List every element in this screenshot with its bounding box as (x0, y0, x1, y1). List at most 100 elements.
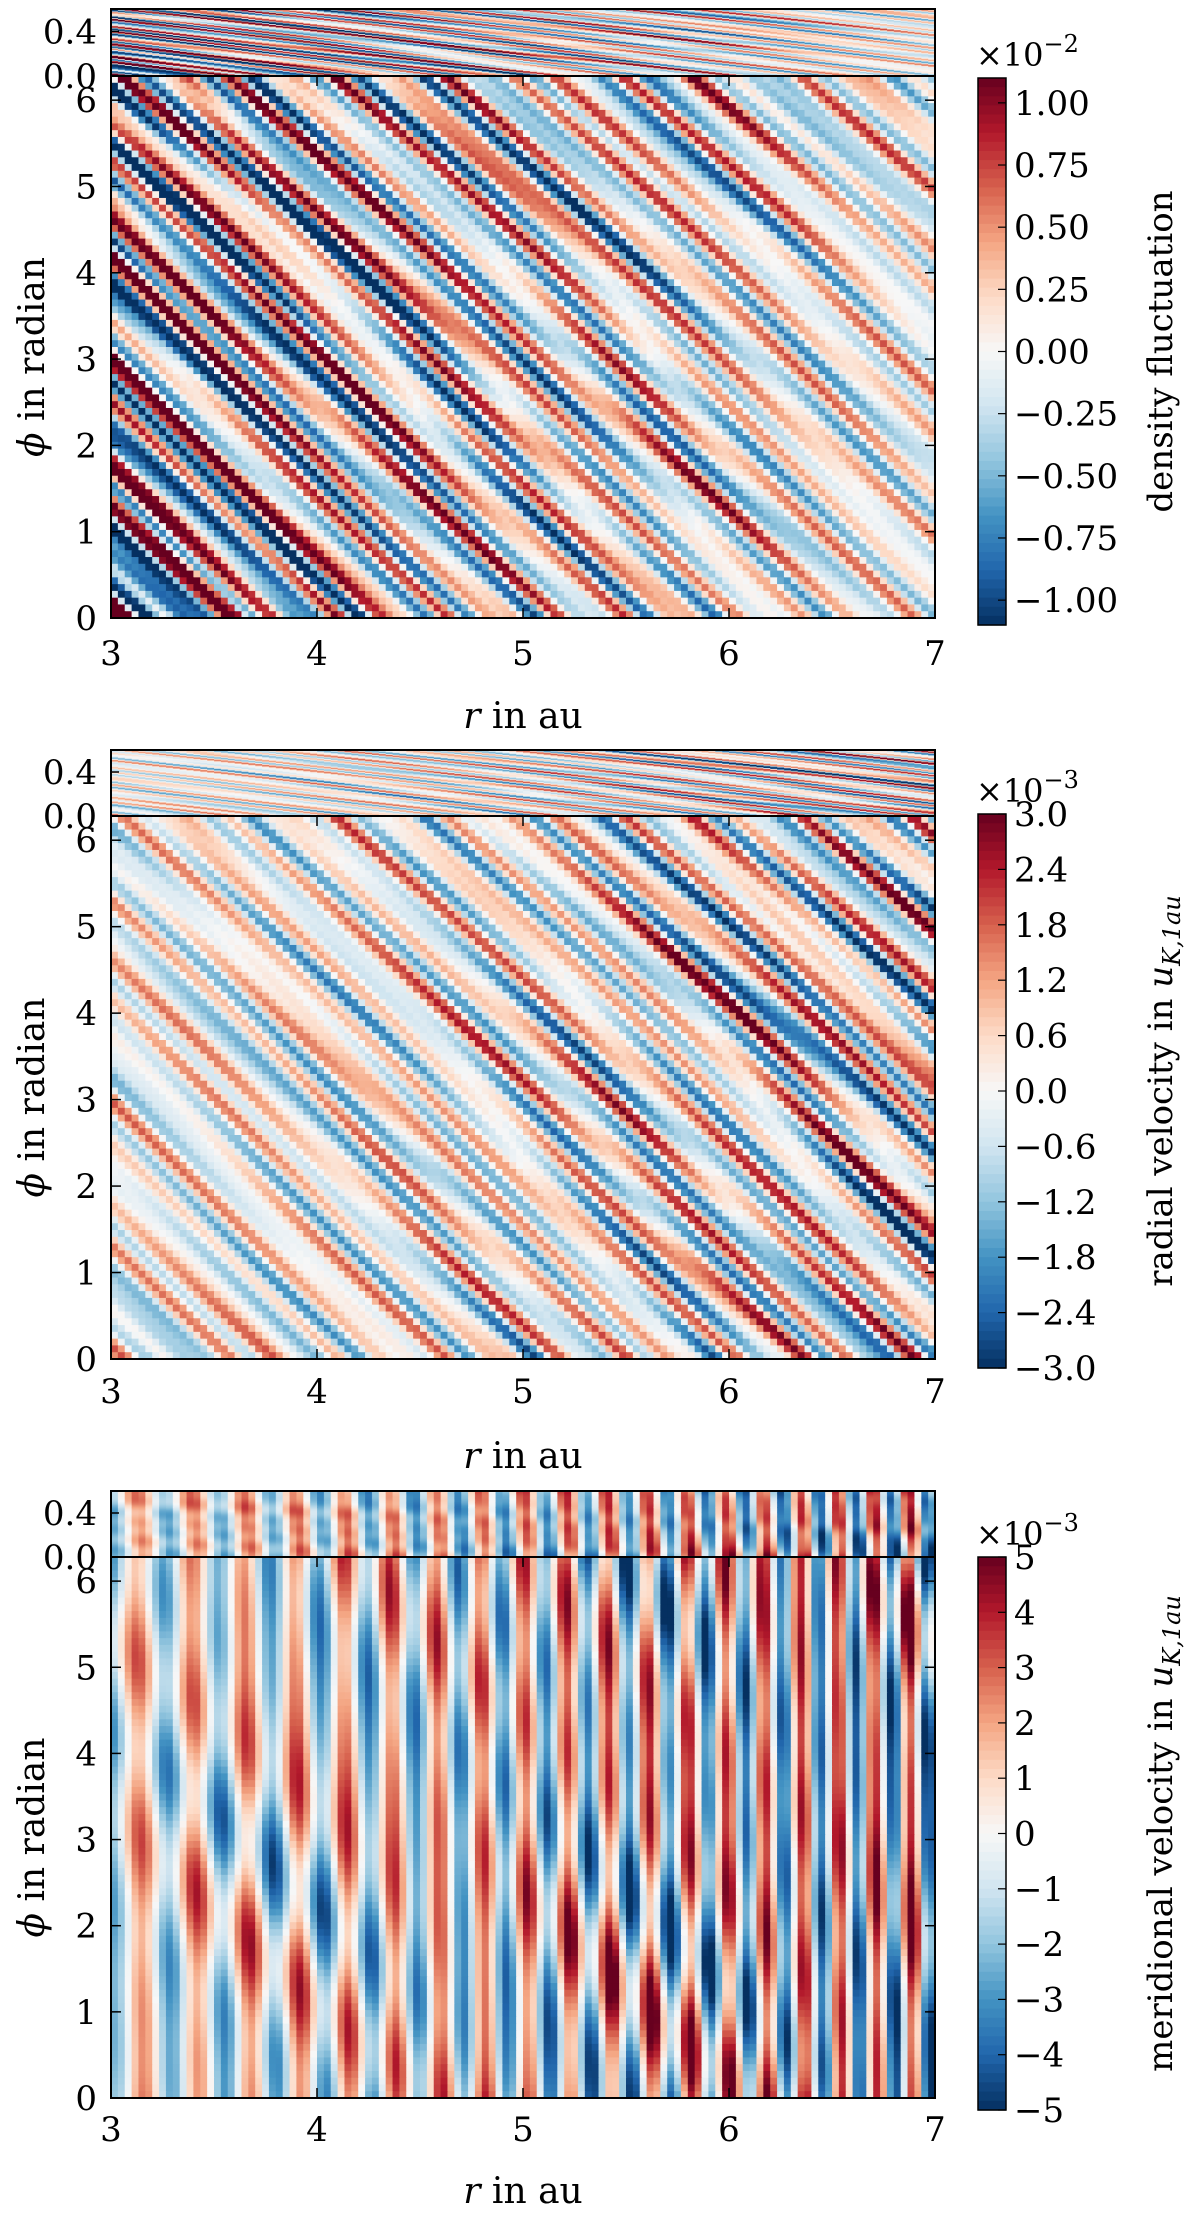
colorbar-label: radial velocity in uK,1au (1141, 895, 1186, 1286)
colorbar-tick-label: 2 (1014, 1704, 1036, 1744)
colorbar-multiplier: ×10−3 (976, 1509, 1079, 1553)
top-y-tick-label: 0.4 (43, 753, 97, 793)
colorbar-tick-label: −1.2 (1014, 1183, 1097, 1223)
y-label-rest: in radian (12, 257, 53, 432)
x-label-var: r (463, 696, 482, 737)
y-tick-label: 5 (75, 1648, 97, 1688)
x-tick-label: 3 (100, 634, 122, 674)
colorbar-tick-label: 1.00 (1014, 84, 1090, 124)
y-tick-label: 2 (75, 1167, 97, 1207)
top-y-tick-label: 0.0 (43, 57, 97, 97)
colorbar-label-sub: K,1au (1158, 1595, 1186, 1667)
y-tick-label: 0 (75, 2079, 97, 2119)
y-tick-label: 0 (75, 599, 97, 639)
colorbar-tick-label: 2.4 (1014, 850, 1068, 890)
y-tick-label: 6 (75, 1562, 97, 1602)
multiplier-base: ×10 (976, 772, 1044, 810)
colorbar-label-var: u (1141, 1666, 1181, 1688)
colorbar-tick-label: −1 (1014, 1870, 1064, 1910)
top-heatmap (111, 750, 935, 816)
colorbar-multiplier: ×10−3 (976, 766, 1079, 810)
x-tick-label: 7 (924, 2110, 946, 2150)
colorbar-tick-label: −0.6 (1014, 1127, 1097, 1167)
x-label-rest: in au (480, 696, 582, 737)
colorbar-tick-label: −5 (1014, 2091, 1064, 2131)
y-tick-label: 4 (75, 1734, 97, 1774)
y-tick-label: 1 (75, 1254, 97, 1294)
multiplier-exponent: −3 (1044, 1509, 1079, 1537)
colorbar-tick-label: 0.0 (1014, 1072, 1068, 1112)
colorbar-tick-label: −2.4 (1014, 1294, 1097, 1334)
y-label-var: ϕ (12, 1173, 53, 1198)
colorbar-label-var: u (1141, 966, 1181, 988)
y-label-rest: in radian (12, 1737, 53, 1912)
y-tick-label: 3 (75, 1821, 97, 1861)
y-tick-label: 6 (75, 81, 97, 121)
colorbar-label-text: meridional velocity in (1141, 1688, 1181, 2072)
colorbar-label-sub: K,1au (1158, 895, 1186, 967)
colorbar-tick-label: 0.50 (1014, 208, 1090, 248)
x-label-rest: in au (480, 2171, 582, 2212)
x-tick-label: 5 (512, 1372, 534, 1412)
y-label-rest: in radian (12, 997, 53, 1172)
x-tick-label: 5 (512, 634, 534, 674)
y-tick-label: 1 (75, 1993, 97, 2033)
colorbar-tick-label: 3.0 (1014, 795, 1068, 835)
x-tick-label: 3 (100, 2110, 122, 2150)
y-tick-label: 5 (75, 908, 97, 948)
x-tick-label: 6 (718, 1372, 740, 1412)
main-heatmap (111, 816, 935, 1359)
x-tick-label: 5 (512, 2110, 534, 2150)
colorbar-tick-label: −0.25 (1014, 395, 1118, 435)
colorbar-label: meridional velocity in uK,1au (1141, 1595, 1186, 2072)
y-axis-label: ϕ in radian (12, 997, 53, 1197)
colorbar-label: density fluctuation (1141, 190, 1181, 512)
y-tick-label: 2 (75, 1907, 97, 1947)
colorbar: 1.00 0.75 0.50 0.25 0.00 −0.25 −0.50 −0.75 −1.00… (976, 30, 1181, 626)
y-tick-label: 0 (75, 1340, 97, 1380)
x-tick-label: 4 (306, 1372, 328, 1412)
x-axis-label: r in au (463, 1436, 582, 1477)
colorbar-multiplier: ×10−2 (976, 30, 1079, 74)
x-tick-label: 7 (924, 1372, 946, 1412)
top-y-tick-label: 0.4 (43, 1494, 97, 1534)
colorbar-tick-label: −3 (1014, 1980, 1064, 2020)
colorbar-tick-label: −2 (1014, 1925, 1064, 1965)
top-y-tick-label: 0.0 (43, 797, 97, 837)
multiplier-base: ×10 (976, 1515, 1044, 1553)
top-heatmap (111, 9, 935, 76)
y-tick-label: 1 (75, 513, 97, 553)
colorbar-tick-label: 1.8 (1014, 906, 1068, 946)
x-tick-label: 6 (718, 2110, 740, 2150)
colorbar-tick-label: 0.75 (1014, 146, 1090, 186)
colorbar-tick-label: 5 (1014, 1538, 1036, 1578)
y-tick-label: 3 (75, 340, 97, 380)
main-heatmap (111, 1557, 935, 2098)
colorbar-tick-label: 0.25 (1014, 270, 1090, 310)
y-tick-label: 2 (75, 426, 97, 466)
top-y-tick-label: 0.4 (43, 12, 97, 52)
x-tick-label: 7 (924, 634, 946, 674)
colorbar-tick-label: 1 (1014, 1759, 1036, 1799)
x-tick-label: 6 (718, 634, 740, 674)
colorbar-tick-label: 3 (1014, 1649, 1036, 1689)
y-tick-label: 6 (75, 821, 97, 861)
colorbar-tick-label: −3.0 (1014, 1349, 1097, 1389)
y-label-var: ϕ (12, 1913, 53, 1938)
colorbar-tick-label: 0 (1014, 1815, 1036, 1855)
colorbar-tick-label: −1.00 (1014, 581, 1118, 621)
y-tick-label: 4 (75, 254, 97, 294)
multiplier-base: ×10 (976, 36, 1044, 74)
x-label-var: r (463, 2171, 482, 2212)
colorbar-tick-label: 1.2 (1014, 961, 1068, 1001)
colorbar-label-text: radial velocity in (1141, 988, 1181, 1287)
y-tick-label: 3 (75, 1081, 97, 1121)
x-axis-label: r in au (463, 696, 582, 737)
x-axis-label: r in au (463, 2171, 582, 2212)
x-label-rest: in au (480, 1436, 582, 1477)
